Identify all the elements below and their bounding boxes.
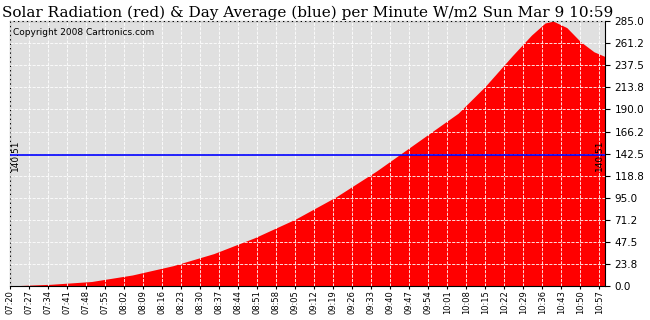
Text: 140.51: 140.51 xyxy=(11,140,20,171)
Title: Solar Radiation (red) & Day Average (blue) per Minute W/m2 Sun Mar 9 10:59: Solar Radiation (red) & Day Average (blu… xyxy=(2,5,613,20)
Text: Copyright 2008 Cartronics.com: Copyright 2008 Cartronics.com xyxy=(13,28,154,37)
Text: 140.51: 140.51 xyxy=(595,140,604,171)
